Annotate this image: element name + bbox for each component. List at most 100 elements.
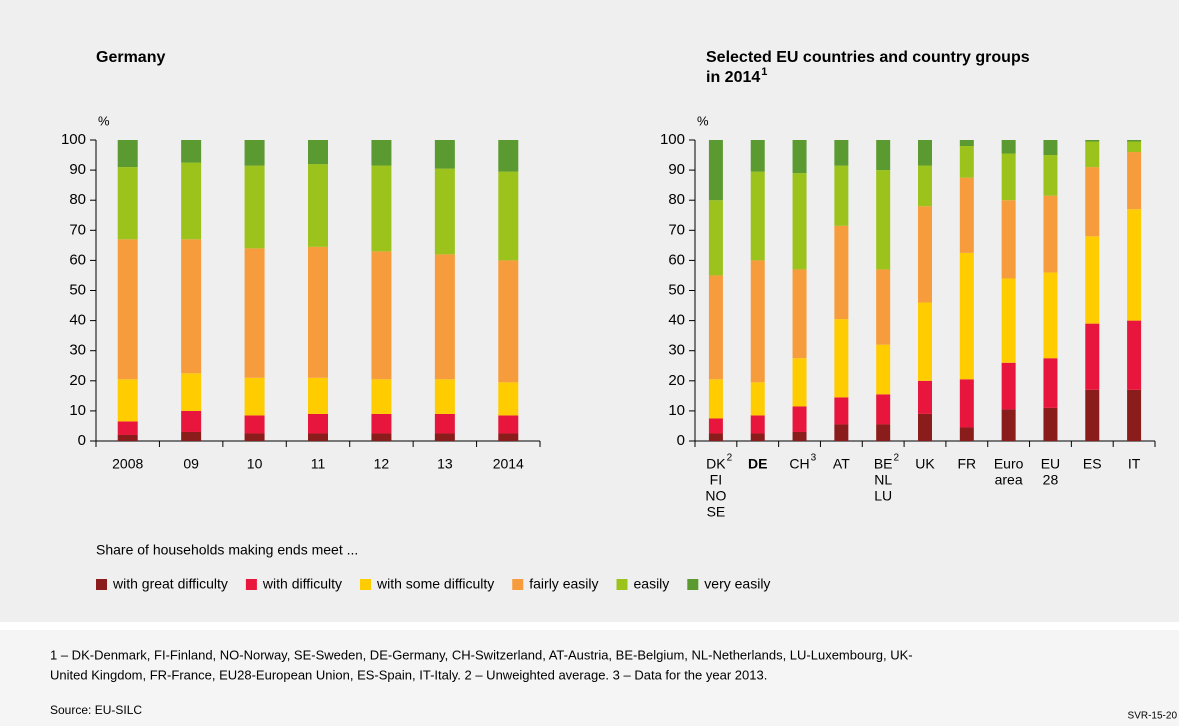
chart-title: Germany: [96, 49, 165, 66]
bar-segment: [876, 170, 891, 270]
bar-segment: [181, 410, 202, 432]
bar-segment: [117, 379, 138, 422]
y-tick-label: 90: [69, 161, 86, 178]
y-tick-label: 10: [668, 402, 685, 419]
y-tick-label: 0: [677, 432, 685, 449]
bar-segment: [498, 140, 519, 172]
legend-label: with difficulty: [262, 576, 342, 592]
bar-segment: [244, 433, 265, 441]
bar-segment: [117, 167, 138, 240]
bar-segment: [959, 427, 974, 441]
x-tick-label: IT: [1128, 456, 1141, 472]
x-tick-label: NL: [874, 472, 892, 488]
bar-segment: [244, 165, 265, 249]
y-tick-label: 60: [668, 251, 685, 268]
bar-segment: [1043, 155, 1058, 196]
bar-segment: [959, 252, 974, 380]
bar-segment: [834, 165, 849, 226]
x-tick-label: DE: [748, 456, 767, 472]
x-tick-label: 09: [183, 456, 199, 472]
bar-segment: [181, 373, 202, 411]
bar-segment: [1127, 140, 1142, 142]
x-tick-label: 2014: [493, 456, 524, 472]
bar-segment: [498, 171, 519, 261]
chart-title: Selected EU countries and country groups: [706, 49, 1030, 66]
y-tick-label: 100: [61, 131, 86, 148]
bar-segment: [1085, 389, 1100, 441]
y-tick-label: 20: [69, 372, 86, 389]
y-unit: %: [697, 113, 709, 128]
bar-segment: [371, 165, 392, 252]
bar-segment: [117, 239, 138, 380]
chart-title: in 2014: [706, 69, 760, 86]
bar-segment: [959, 177, 974, 253]
y-tick-label: 60: [69, 251, 86, 268]
bar-segment: [750, 415, 765, 434]
bar-segment: [708, 200, 723, 276]
y-tick-label: 30: [69, 342, 86, 359]
bar-segment: [434, 413, 455, 434]
bar-segment: [792, 406, 807, 432]
bar-segment: [876, 424, 891, 441]
bar-segment: [750, 382, 765, 416]
bar-segment: [434, 140, 455, 169]
x-tick-label: SE: [707, 504, 726, 520]
y-tick-label: 10: [69, 402, 86, 419]
bar-segment: [792, 431, 807, 441]
x-tick-note: 3: [811, 453, 817, 464]
legend-label: very easily: [704, 576, 770, 592]
bar-segment: [117, 140, 138, 168]
bar-segment: [434, 254, 455, 380]
bar-segment: [708, 140, 723, 201]
source: Source: EU-SILC: [50, 703, 142, 717]
bar-segment: [371, 413, 392, 434]
bar-segment: [181, 162, 202, 240]
bar-segment: [876, 394, 891, 425]
code: SVR-15-20: [1128, 711, 1178, 722]
x-tick-label: EU: [1041, 456, 1060, 472]
y-tick-label: 100: [660, 131, 685, 148]
legend-swatch: [616, 579, 628, 590]
legend-label: with some difficulty: [376, 576, 494, 592]
x-tick-label: UK: [915, 456, 935, 472]
bar-segment: [308, 433, 328, 441]
y-tick-label: 70: [668, 221, 685, 238]
bar-segment: [1085, 167, 1100, 237]
bar-segment: [498, 415, 519, 434]
bar-segment: [750, 140, 765, 172]
bar-segment: [498, 260, 519, 383]
bar-segment: [1001, 362, 1016, 410]
x-tick-label: 13: [437, 456, 453, 472]
footnote: United Kingdom, FR-France, EU28-European…: [50, 667, 767, 682]
bar-segment: [1001, 153, 1016, 201]
bar-segment: [308, 140, 328, 165]
bar-segment: [117, 421, 138, 435]
legend-label: easily: [634, 576, 670, 592]
x-tick-label: Euro: [994, 456, 1024, 472]
bar-segment: [1001, 200, 1016, 279]
bar-segment: [117, 434, 138, 441]
bar-segment: [181, 239, 202, 374]
x-tick-label: 11: [311, 456, 326, 472]
bar-segment: [918, 140, 932, 166]
bar-segment: [1127, 209, 1142, 321]
bar-segment: [834, 319, 849, 398]
y-tick-label: 50: [69, 281, 86, 298]
legend-label: fairly easily: [529, 576, 598, 592]
bar-segment: [876, 269, 891, 345]
bar-segment: [959, 146, 974, 178]
bar-segment: [959, 140, 974, 147]
bar-segment: [1043, 195, 1058, 273]
bar-segment: [750, 171, 765, 261]
legend-swatch: [360, 579, 372, 590]
y-tick-label: 50: [668, 281, 685, 298]
x-tick-label: BE: [874, 456, 893, 472]
x-tick-label: 2008: [112, 456, 143, 472]
bar-segment: [308, 413, 328, 434]
bar-segment: [498, 382, 519, 416]
bar-segment: [708, 418, 723, 434]
bar-segment: [308, 164, 328, 247]
title-note: 1: [761, 66, 767, 78]
bar-segment: [792, 269, 807, 359]
